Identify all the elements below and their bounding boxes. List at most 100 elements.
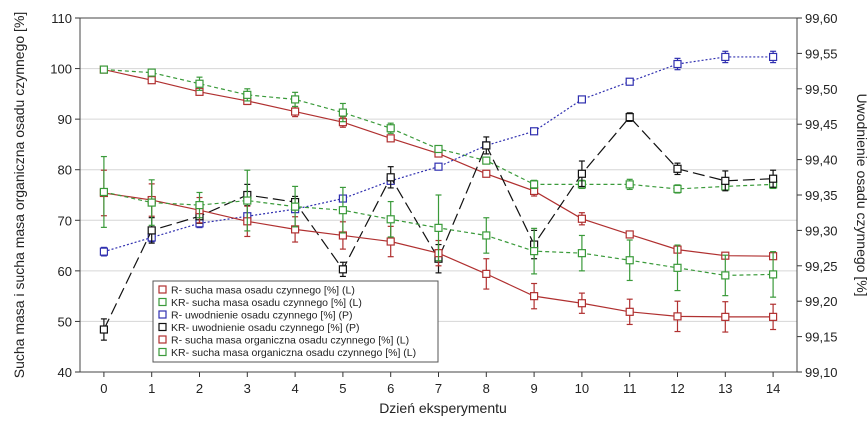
- data-point: [243, 90, 252, 99]
- data-point: [482, 141, 491, 150]
- data-point: [768, 270, 778, 279]
- y-right-tick-label: 99,60: [805, 11, 838, 26]
- data-point: [386, 124, 395, 133]
- data-point: [673, 263, 682, 272]
- data-point: [338, 206, 347, 215]
- x-tick-label: 10: [575, 381, 589, 396]
- x-tick-label: 8: [483, 381, 490, 396]
- y-left-tick-label: 90: [58, 112, 72, 127]
- y-right-tick-label: 99,50: [805, 82, 838, 97]
- y-axis-left-label: Sucha masa i sucha masa organiczna osadu…: [11, 12, 27, 379]
- legend-label: R- sucha masa organiczna osadu czynnego …: [171, 335, 409, 347]
- x-tick-label: 2: [196, 381, 203, 396]
- data-point: [673, 184, 682, 194]
- data-point: [577, 299, 587, 308]
- data-point: [147, 198, 156, 207]
- x-tick-label: 14: [766, 381, 780, 396]
- axes: 40506070809010011099,1099,1599,2099,2599…: [50, 11, 837, 396]
- y-left-tick-label: 100: [50, 62, 72, 77]
- data-point: [386, 237, 395, 246]
- data-point: [338, 108, 347, 117]
- x-tick-label: 0: [100, 381, 107, 396]
- x-tick-label: 13: [718, 381, 732, 396]
- x-tick-label: 11: [623, 381, 637, 396]
- data-point: [243, 196, 252, 205]
- data-point: [529, 127, 539, 136]
- data-point: [147, 226, 156, 235]
- legend-marker: [158, 297, 167, 307]
- data-point: [99, 65, 109, 74]
- legend-label: KR- uwodnienie osadu czynnego [%] (P): [171, 322, 360, 334]
- data-point: [721, 52, 730, 62]
- data-point: [768, 52, 778, 62]
- data-point: [482, 231, 491, 240]
- data-point: [482, 269, 491, 278]
- data-point: [577, 214, 587, 223]
- y-left-tick-label: 110: [51, 11, 72, 26]
- legend-marker: [158, 322, 167, 332]
- legend: R- sucha masa osadu czynnego [%] (L)KR- …: [152, 280, 439, 363]
- y-axis-right-label: Uwodnienie osadu czynnego [%]: [854, 93, 867, 296]
- data-point: [386, 134, 395, 143]
- y-right-tick-label: 99,15: [805, 330, 838, 345]
- data-point: [386, 173, 395, 182]
- data-point: [625, 307, 634, 316]
- legend-marker: [158, 285, 167, 294]
- data-point: [625, 230, 634, 239]
- data-point: [673, 59, 682, 69]
- legend-label: KR- sucha masa osadu czynnego [%] (L): [171, 297, 362, 309]
- x-tick-label: 6: [387, 381, 394, 396]
- data-point: [99, 247, 109, 256]
- data-point: [673, 164, 682, 173]
- data-point: [434, 223, 443, 232]
- data-point: [99, 325, 109, 334]
- legend-label: R- uwodnienie osadu czynnego [%] (P): [171, 310, 353, 322]
- y-left-tick-label: 40: [58, 365, 72, 380]
- y-left-tick-label: 60: [58, 264, 72, 279]
- legend-marker: [158, 310, 167, 319]
- x-tick-label: 7: [435, 381, 442, 396]
- x-tick-label: 3: [244, 381, 251, 396]
- y-right-tick-label: 99,55: [805, 46, 838, 61]
- series-line: [103, 116, 774, 330]
- legend-label: R- sucha masa osadu czynnego [%] (L): [171, 285, 355, 297]
- data-point: [434, 144, 443, 154]
- data-point: [721, 176, 730, 185]
- data-point: [99, 187, 109, 197]
- data-point: [529, 247, 539, 256]
- y-right-tick-label: 99,20: [805, 294, 838, 309]
- legend-marker: [158, 347, 167, 357]
- data-point: [625, 180, 634, 189]
- y-right-tick-label: 99,25: [805, 259, 838, 274]
- data-point: [625, 77, 634, 86]
- data-point: [434, 162, 443, 171]
- data-point: [768, 174, 778, 183]
- series: [99, 50, 778, 341]
- data-point: [625, 113, 634, 122]
- y-left-tick-label: 70: [58, 213, 72, 228]
- legend-box: [152, 280, 439, 363]
- data-point: [768, 312, 778, 321]
- data-point: [291, 95, 300, 104]
- data-point: [291, 107, 300, 116]
- data-point: [291, 202, 300, 211]
- series-group: [99, 155, 778, 298]
- x-tick-label: 5: [339, 381, 346, 396]
- data-point: [147, 68, 156, 77]
- data-point: [577, 95, 587, 104]
- data-point: [386, 215, 395, 224]
- x-tick-label: 9: [530, 381, 537, 396]
- data-point: [625, 256, 634, 265]
- x-tick-label: 12: [670, 381, 684, 396]
- data-point: [195, 201, 204, 210]
- legend-marker: [158, 335, 167, 344]
- y-right-tick-label: 99,45: [805, 117, 838, 132]
- data-point: [577, 249, 587, 258]
- y-left-tick-label: 50: [58, 314, 72, 329]
- y-right-tick-label: 99,30: [805, 223, 838, 238]
- y-right-tick-label: 99,40: [805, 153, 838, 168]
- data-point: [577, 169, 587, 178]
- series-line: [103, 68, 774, 190]
